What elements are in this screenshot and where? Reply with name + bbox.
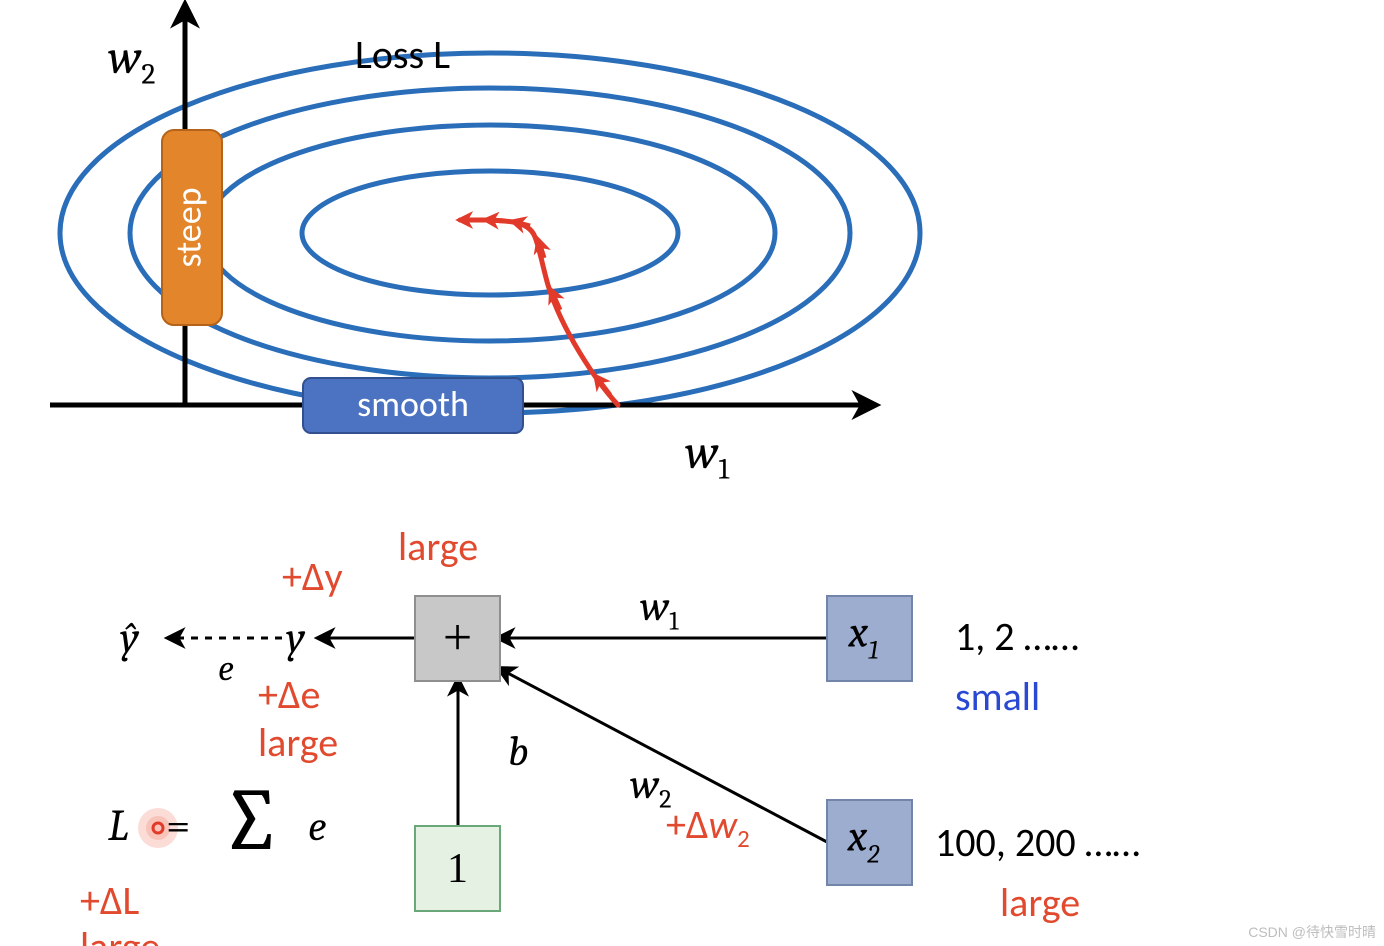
w1-axis-label: w1 <box>685 425 729 487</box>
delta-w2-label: +Δw2 <box>666 800 750 854</box>
large-under-e-label: large <box>258 718 338 767</box>
x2-values-label: 100, 200 …… <box>935 818 1140 867</box>
loss-contour-ellipse <box>205 125 775 341</box>
e-label: e <box>218 648 234 689</box>
smooth-label: smooth <box>357 382 469 426</box>
w1-edge-label: w1 <box>640 582 679 636</box>
loss-contour-ellipse <box>302 171 678 295</box>
loss-contour-ellipse <box>130 88 850 378</box>
watermark: CSDN @待快雪时晴 <box>1248 922 1376 942</box>
plus-symbol: + <box>443 609 472 666</box>
b-edge-label: b <box>508 727 529 776</box>
one-label: 1 <box>447 846 468 892</box>
delta-e-label: +Δe <box>258 670 320 719</box>
yhat-label: ŷ <box>120 612 139 663</box>
gradient-arrow <box>488 220 505 221</box>
edge-x2-plus <box>502 670 827 842</box>
delta-y-label: +Δy <box>282 552 343 601</box>
loss-equals: = <box>166 800 190 851</box>
y-label: y <box>286 612 305 663</box>
large-bottom-label: large <box>80 922 160 946</box>
delta-L-label: +ΔL <box>80 876 139 925</box>
x2-large-label: large <box>1000 878 1080 927</box>
large-top-label: large <box>398 522 478 571</box>
loss-e-label: e <box>308 802 326 851</box>
gradient-arrow <box>597 378 610 395</box>
small-label: small <box>955 672 1040 721</box>
loss-L-label: L <box>108 800 129 851</box>
steep-label: steep <box>167 187 211 267</box>
loss-title: Loss L <box>355 30 450 79</box>
sigma-icon: ∑ <box>220 770 282 871</box>
w2-axis-label: w2 <box>108 30 155 92</box>
x1-values-label: 1, 2 …… <box>955 612 1079 661</box>
